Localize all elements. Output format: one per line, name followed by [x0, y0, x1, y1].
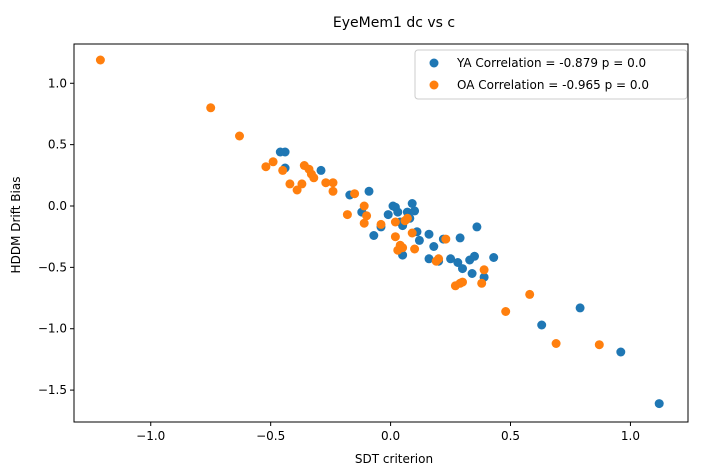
ya-point-29	[455, 233, 465, 243]
ya-point-24	[429, 242, 439, 251]
x-tick-label: −0.5	[256, 429, 285, 443]
x-tick-label: 0.0	[381, 429, 400, 443]
ya-point-36	[489, 253, 499, 262]
oa-point-18	[359, 201, 369, 211]
ya-point-37	[537, 320, 547, 330]
oa-point-30	[410, 244, 420, 254]
ya-point-38	[575, 303, 585, 313]
ya-point-30	[458, 264, 467, 274]
y-axis: −1.5 −1.0 −0.5 0.0 0.5 1.0	[38, 76, 74, 397]
oa-point-33	[441, 234, 451, 244]
y-tick-label: −1.0	[38, 322, 67, 336]
y-tick-label: 0.0	[48, 199, 67, 213]
legend-box	[414, 49, 688, 100]
oa-point-16	[342, 210, 352, 220]
oa-point-1	[206, 103, 216, 113]
oa-point-14	[328, 178, 338, 188]
y-tick-label: −1.5	[38, 383, 67, 397]
ya-point-27	[446, 254, 456, 264]
oa-point-21	[376, 219, 386, 229]
y-tick-label: −0.5	[38, 260, 67, 274]
oa-point-29	[407, 228, 417, 238]
x-axis-label: SDT criterion	[355, 452, 433, 466]
ya-point-12	[393, 207, 403, 217]
ya-point-6	[364, 186, 374, 196]
ya-point-28	[453, 258, 463, 267]
oa-point-2	[235, 131, 244, 141]
y-axis-label: HDDM Drift Bias	[9, 177, 23, 274]
oa-point-41	[551, 339, 561, 348]
oa-point-23	[390, 217, 400, 227]
ya-point-23	[424, 254, 434, 264]
legend-entry-ya: YA Correlation = -0.879 p = 0.0	[456, 56, 646, 70]
oa-point-32	[434, 254, 444, 264]
oa-point-36	[458, 277, 467, 287]
oa-point-5	[278, 165, 288, 175]
x-tick-label: 1.0	[621, 429, 640, 443]
oa-point-42	[594, 340, 604, 350]
oa-point-12	[309, 173, 319, 183]
y-tick-label: 1.0	[48, 76, 67, 90]
ya-point-3	[316, 165, 326, 175]
ya-point-34	[472, 222, 482, 232]
oa-point-8	[297, 179, 307, 189]
oa-point-7	[292, 185, 302, 195]
oa-point-15	[328, 186, 338, 196]
ya-point-22	[424, 229, 434, 239]
points-layer	[95, 55, 664, 409]
oa-point-26	[398, 243, 408, 253]
chart-title: EyeMem1 dc vs c	[333, 15, 455, 31]
ya-point-33	[470, 251, 479, 261]
oa-point-39	[501, 307, 511, 316]
plot-frame	[73, 43, 689, 423]
oa-point-3	[261, 162, 271, 172]
legend-marker-oa	[429, 80, 439, 90]
legend-entry-oa: OA Correlation = -0.965 p = 0.0	[457, 78, 649, 92]
oa-point-4	[268, 157, 278, 167]
ya-point-40	[654, 399, 664, 409]
oa-point-38	[479, 265, 489, 275]
y-tick-label: 0.5	[48, 138, 67, 152]
ya-point-39	[616, 347, 626, 357]
ya-point-21	[414, 235, 424, 245]
x-tick-label: −1.0	[136, 429, 165, 443]
ya-point-1	[280, 147, 290, 157]
oa-point-17	[350, 189, 360, 199]
oa-point-19	[359, 218, 369, 228]
ya-point-7	[369, 231, 379, 240]
x-tick-label: 0.5	[501, 429, 520, 443]
legend: YA Correlation = -0.879 p = 0.0 OA Corre…	[414, 49, 688, 100]
ya-point-32	[467, 269, 477, 278]
oa-point-22	[390, 232, 400, 242]
oa-point-40	[525, 289, 535, 299]
ya-point-18	[407, 199, 417, 208]
x-axis: −1.0 −0.5 0.0 0.5 1.0	[136, 422, 640, 443]
ya-point-19	[410, 206, 420, 216]
oa-point-28	[402, 213, 412, 223]
legend-marker-ya	[429, 58, 439, 68]
oa-point-37	[477, 278, 487, 288]
oa-point-20	[362, 211, 372, 221]
oa-point-0	[95, 55, 105, 65]
oa-point-13	[321, 178, 331, 188]
oa-point-6	[285, 179, 295, 189]
ya-point-9	[383, 210, 393, 220]
